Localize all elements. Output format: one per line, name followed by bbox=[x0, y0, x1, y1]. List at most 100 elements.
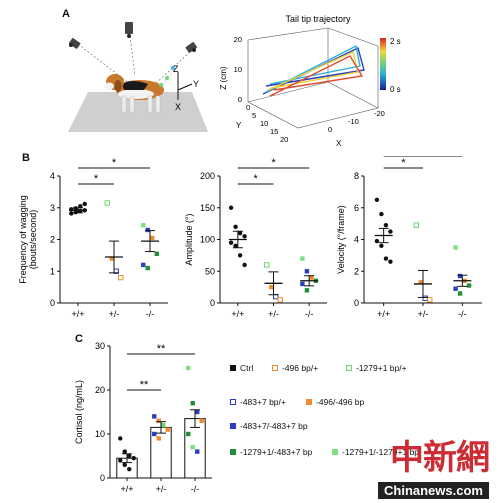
velocity-chart: 0 2 4 6 8 Velocity (°/frame) +/+ +/- -/- * * bbox=[336, 156, 482, 319]
z-axis-label: Z (cm) bbox=[219, 66, 228, 89]
amplitude-chart: 0 50 100 150 200 Amplitude (°) +/+ +/- -/- * * bbox=[184, 157, 327, 319]
data-point bbox=[242, 234, 247, 239]
z-tick-20: 20 bbox=[234, 35, 242, 44]
x-tick-m10: -10 bbox=[348, 117, 359, 126]
x-tick-label: +/+ bbox=[231, 309, 244, 319]
trajectory-path-mid2 bbox=[267, 51, 359, 91]
data-point bbox=[69, 211, 74, 216]
y-tick-label: 6 bbox=[354, 203, 359, 213]
data-point bbox=[118, 458, 123, 463]
data-point bbox=[141, 223, 146, 228]
y-axis-label: (bouts/second) bbox=[28, 210, 38, 270]
significance-label: ** bbox=[140, 379, 149, 391]
y-tick-20: 20 bbox=[280, 135, 288, 144]
y-tick-15: 15 bbox=[270, 127, 278, 136]
y-tick-label: 0 bbox=[354, 298, 359, 308]
data-point bbox=[156, 418, 161, 423]
watermark-chinese: 中新網 bbox=[390, 438, 490, 478]
data-point bbox=[277, 297, 283, 303]
colorbar-bottom-label: 0 s bbox=[390, 85, 401, 94]
data-point bbox=[418, 280, 423, 285]
legend-item-483-hom: -483+7/-483+7 bp bbox=[230, 421, 308, 431]
significance-label: * bbox=[401, 157, 406, 169]
data-point bbox=[388, 229, 393, 234]
tail-trajectory-3d-plot: Tail tip trajectory 20 10 0 Z (cm) 0 5 1… bbox=[219, 14, 401, 148]
legend-item-1279-483: -1279+1/-483+7 bp bbox=[230, 447, 312, 457]
data-point bbox=[374, 238, 380, 244]
x-tick-label: +/- bbox=[156, 484, 167, 494]
data-point bbox=[233, 243, 238, 249]
data-point bbox=[413, 222, 419, 228]
data-point bbox=[304, 288, 310, 293]
trajectory-path-mid1 bbox=[265, 44, 361, 93]
y-tick-label: 2 bbox=[354, 266, 359, 276]
legend-marker bbox=[272, 365, 278, 371]
dog-axes: Z Y X bbox=[173, 64, 199, 112]
data-point bbox=[233, 224, 238, 229]
data-point bbox=[156, 436, 161, 441]
legend-label: Ctrl bbox=[240, 363, 254, 373]
legend-marker bbox=[230, 399, 236, 405]
data-point bbox=[104, 200, 110, 206]
data-point bbox=[186, 431, 191, 437]
data-point bbox=[427, 297, 433, 303]
legend-item-483-het: -483+7 bp/+ bbox=[230, 397, 286, 407]
data-point bbox=[242, 262, 247, 268]
z-tick-0: 0 bbox=[238, 95, 242, 104]
significance-label: * bbox=[112, 157, 117, 169]
data-point bbox=[453, 245, 458, 250]
watermark-site: Chinanews.com bbox=[378, 482, 489, 499]
data-point bbox=[152, 431, 157, 437]
data-point bbox=[154, 251, 159, 256]
x-axis-label: X bbox=[336, 139, 342, 148]
legend-item-1279-het: -1279+1 bp/+ bbox=[346, 363, 407, 373]
y-tick-label: 0 bbox=[210, 298, 215, 308]
legend-label: -483+7 bp/+ bbox=[240, 397, 286, 407]
data-point bbox=[374, 197, 380, 203]
legend-label: -1279+1 bp/+ bbox=[356, 363, 407, 373]
x-tick-label: +/- bbox=[268, 309, 279, 319]
y-tick-label: 1 bbox=[50, 266, 55, 276]
data-point bbox=[237, 230, 243, 236]
legend-label: -1279+1/-1279+1 bp bbox=[342, 447, 420, 457]
data-point bbox=[152, 414, 157, 419]
trajectory-title: Tail tip trajectory bbox=[285, 14, 351, 24]
data-point bbox=[82, 201, 87, 207]
data-point bbox=[145, 227, 150, 233]
frequency-chart: 0 1 2 3 4 Frequency of wagging (bouts/second) +… bbox=[18, 157, 168, 319]
data-point bbox=[379, 243, 384, 249]
data-point bbox=[118, 274, 124, 281]
data-point bbox=[228, 205, 234, 210]
data-point bbox=[190, 401, 195, 406]
dog-axis-z: Z bbox=[173, 64, 179, 74]
y-axis-label: Frequency of wagging bbox=[18, 195, 28, 284]
y-tick-label: 30 bbox=[95, 341, 105, 351]
legend-marker bbox=[346, 365, 352, 371]
data-point bbox=[161, 423, 166, 428]
significance-label: * bbox=[94, 173, 99, 185]
data-point bbox=[145, 265, 150, 271]
y-tick-0: 0 bbox=[246, 103, 250, 112]
z-tick-10: 10 bbox=[234, 65, 242, 74]
legend-label: -483+7/-483+7 bp bbox=[240, 421, 308, 431]
panel-letter-a: A bbox=[62, 8, 70, 20]
x-tick-label: +/+ bbox=[377, 309, 390, 319]
data-point bbox=[269, 284, 274, 290]
legend-label: -496 bp/+ bbox=[282, 363, 319, 373]
trajectory-path-late bbox=[269, 55, 364, 97]
data-point bbox=[379, 211, 384, 217]
legend-marker bbox=[230, 423, 236, 429]
y-tick-label: 4 bbox=[50, 171, 55, 181]
data-point bbox=[237, 253, 243, 258]
data-point bbox=[304, 269, 310, 274]
x-tick-label: +/+ bbox=[120, 484, 133, 494]
dog-axis-y: Y bbox=[193, 79, 199, 89]
data-point bbox=[118, 436, 123, 441]
beagle-dog bbox=[104, 65, 176, 113]
data-point bbox=[388, 259, 393, 264]
cortisol-chart: 0 10 20 30 Cortisol (ng/mL) +/+ +/- -/- ** ** bbox=[74, 341, 212, 494]
data-point bbox=[195, 409, 200, 415]
data-point bbox=[141, 262, 146, 268]
data-point bbox=[165, 427, 170, 432]
y-axis-label: Y bbox=[236, 121, 242, 130]
